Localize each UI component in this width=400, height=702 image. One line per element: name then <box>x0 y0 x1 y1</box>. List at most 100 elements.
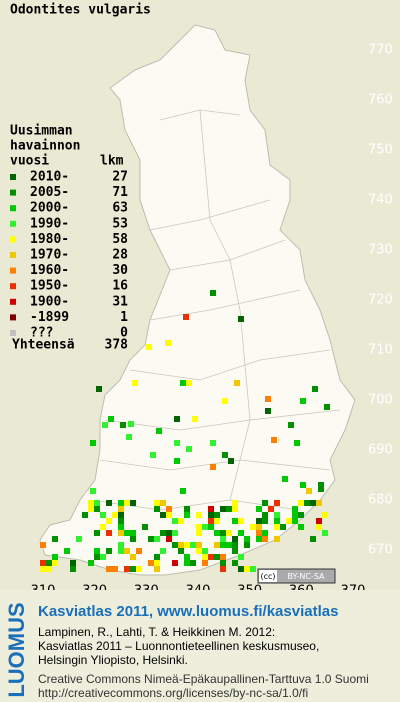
occurrence-square <box>310 536 316 542</box>
occurrence-square <box>202 560 208 566</box>
legend-swatch <box>10 205 16 212</box>
occurrence-square <box>292 506 298 512</box>
occurrence-square <box>106 518 112 524</box>
occurrence-square <box>196 548 202 554</box>
occurrence-square <box>118 506 124 512</box>
legend-count: 71 <box>112 185 128 200</box>
occurrence-square <box>102 422 108 428</box>
occurrence-square <box>202 548 208 554</box>
legend-count: 63 <box>112 201 128 216</box>
legend-label: 1970- <box>30 248 69 263</box>
occurrence-square <box>124 566 130 572</box>
occurrence-square <box>190 542 196 548</box>
occurrence-square <box>282 476 288 482</box>
occurrence-square <box>96 386 102 392</box>
occurrence-square <box>226 530 232 536</box>
occurrence-square <box>262 530 268 536</box>
occurrence-square <box>130 536 136 542</box>
occurrence-square <box>128 421 134 427</box>
occurrence-square <box>196 512 202 518</box>
legend-count: 0 <box>120 326 128 341</box>
occurrence-square <box>202 554 208 560</box>
occurrence-square <box>94 506 100 512</box>
occurrence-square <box>265 396 271 402</box>
legend-count: 31 <box>112 294 128 309</box>
occurrence-square <box>94 554 100 560</box>
occurrence-square <box>154 554 160 560</box>
occurrence-square <box>300 398 306 404</box>
occurrence-squares <box>40 290 330 572</box>
legend-total: 378 <box>105 338 129 353</box>
cc-icon <box>259 570 277 582</box>
occurrence-square <box>166 530 172 536</box>
occurrence-square <box>100 554 106 560</box>
occurrence-square <box>238 518 244 524</box>
legend-label: -1899 <box>30 310 69 325</box>
citation-line: Kasviatlas 2011 – Luonnontieteellinen ke… <box>38 639 319 653</box>
legend-swatch <box>10 298 16 305</box>
legend-total-label: Yhteensä <box>12 338 75 353</box>
occurrence-square <box>226 542 232 548</box>
occurrence-square <box>146 344 152 350</box>
occurrence-square <box>178 542 184 548</box>
occurrence-square <box>274 536 280 542</box>
occurrence-square <box>265 408 271 414</box>
occurrence-square <box>118 512 124 518</box>
occurrence-square <box>184 554 190 560</box>
occurrence-square <box>268 506 274 512</box>
occurrence-square <box>124 500 130 506</box>
legend-column: lkm <box>100 154 124 169</box>
occurrence-square <box>124 530 130 536</box>
occurrence-square <box>165 340 171 346</box>
occurrence-square <box>226 506 232 512</box>
occurrence-square <box>154 560 160 566</box>
occurrence-square <box>292 518 298 524</box>
occurrence-square <box>186 380 192 386</box>
occurrence-square <box>316 524 322 530</box>
map-title: Odontites vulgaris <box>10 3 151 18</box>
occurrence-square <box>202 524 208 530</box>
legend-swatch <box>10 314 16 321</box>
occurrence-square <box>52 554 58 560</box>
occurrence-square <box>208 512 214 518</box>
occurrence-square <box>262 518 268 524</box>
occurrence-square <box>174 458 180 464</box>
legend-label: 1960- <box>30 263 69 278</box>
badge-box <box>257 568 336 584</box>
occurrence-square <box>244 566 250 572</box>
occurrence-square <box>220 506 226 512</box>
occurrence-square <box>232 560 238 566</box>
occurrence-square <box>300 482 306 488</box>
occurrence-square <box>148 560 154 566</box>
occurrence-square <box>118 530 124 536</box>
occurrence-square <box>238 554 244 560</box>
license-line: http://creativecommons.org/licenses/by-n… <box>38 686 308 700</box>
occurrence-square <box>88 560 94 566</box>
occurrence-square <box>156 428 162 434</box>
occurrence-square <box>271 437 277 443</box>
occurrence-square <box>222 398 228 404</box>
occurrence-square <box>244 536 250 542</box>
occurrence-square <box>274 518 280 524</box>
occurrence-square <box>154 536 160 542</box>
occurrence-square <box>250 566 256 572</box>
occurrence-square <box>130 554 136 560</box>
occurrence-square <box>214 554 220 560</box>
legend-swatch <box>10 330 16 336</box>
occurrence-square <box>232 548 238 554</box>
occurrence-square <box>220 542 226 548</box>
legend-count: 16 <box>112 279 128 294</box>
occurrence-square <box>124 548 130 554</box>
occurrence-square <box>322 530 328 536</box>
occurrence-square <box>256 506 262 512</box>
y-axis-label: 670 <box>368 543 393 558</box>
occurrence-square <box>100 512 106 518</box>
occurrence-square <box>274 512 280 518</box>
legend-label: 2010- <box>30 170 69 185</box>
occurrence-square <box>184 506 190 512</box>
y-axis-label: 730 <box>368 243 393 258</box>
occurrence-square <box>94 548 100 554</box>
legend-swatch <box>10 189 16 196</box>
occurrence-square <box>256 536 262 542</box>
